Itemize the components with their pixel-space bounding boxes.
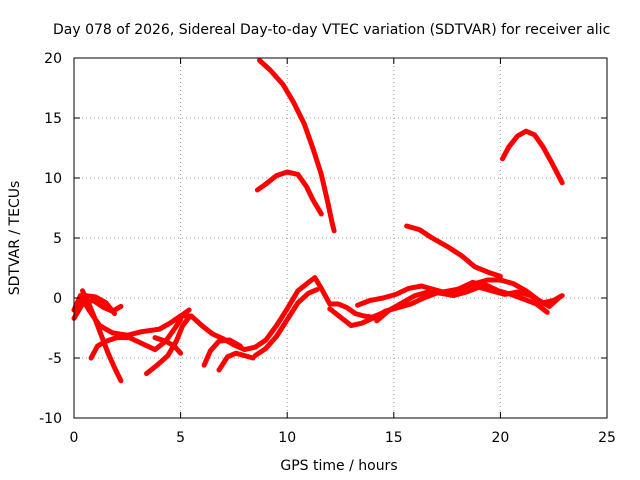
series-trace-3: [404, 223, 503, 279]
series-trace-14: [216, 350, 256, 373]
plot-area-frame: [73, 57, 608, 419]
y-tick-label: 0: [53, 291, 62, 307]
y-tick-label: 5: [53, 231, 62, 247]
x-tick-label: 5: [176, 430, 185, 446]
series-group: [71, 57, 565, 384]
x-tick-label: 0: [70, 430, 79, 446]
x-axis-label: GPS time / hours: [280, 458, 397, 474]
x-tick-label: 20: [491, 430, 509, 446]
tick-labels: 0 5 10 15 20 25 -10 -5 0 5 10 15 20: [39, 51, 616, 446]
y-tick-label: -10: [39, 411, 62, 427]
y-axis-label: SDTVAR / TECUs: [7, 181, 23, 296]
y-tick-label: -5: [48, 351, 62, 367]
series-trace-13: [201, 337, 243, 368]
x-tick-label: 25: [598, 430, 616, 446]
axis-ticks: [73, 57, 608, 419]
series-trace-17: [355, 279, 550, 315]
series-trace-7: [88, 317, 184, 361]
series-trace-2: [254, 169, 324, 217]
x-tick-label: 15: [385, 430, 403, 446]
grid-lines: [74, 58, 607, 418]
series-trace-1: [257, 57, 337, 234]
series-trace-11: [152, 335, 184, 356]
series-trace-15: [252, 287, 320, 359]
series-trace-9: [75, 293, 117, 317]
series-trace-4: [500, 128, 565, 186]
series-trace-12: [178, 275, 384, 353]
y-tick-label: 15: [44, 111, 62, 127]
x-tick-label: 10: [278, 430, 296, 446]
chart-title: Day 078 of 2026, Sidereal Day-to-day VTE…: [53, 22, 610, 38]
y-tick-label: 10: [44, 171, 62, 187]
series-trace-10: [144, 314, 192, 377]
series-trace-18: [374, 284, 565, 324]
y-tick-label: 20: [44, 51, 62, 67]
